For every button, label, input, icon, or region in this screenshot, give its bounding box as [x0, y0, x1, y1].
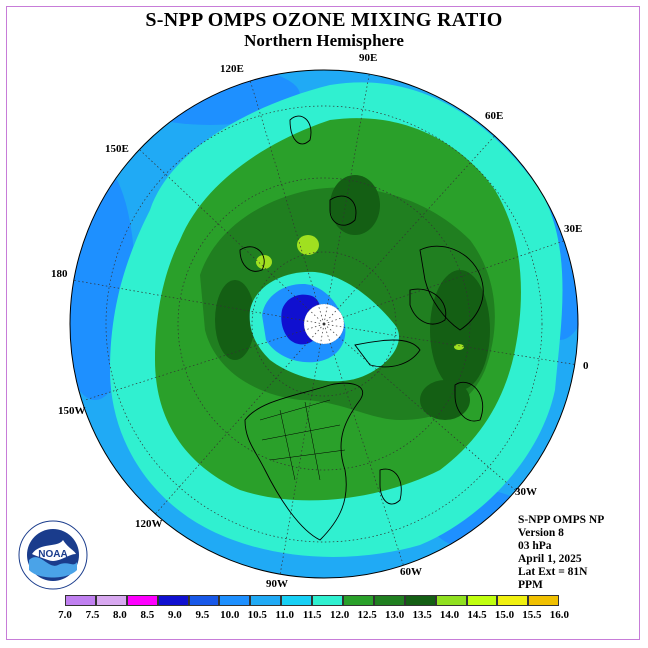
- lon-label-60w: 60W: [400, 566, 422, 578]
- info-level: 03 hPa: [518, 540, 552, 552]
- noaa-logo-text: NOAA: [38, 549, 67, 560]
- colorbar-swatch: [157, 595, 189, 606]
- colorbar-tick-label: 11.5: [302, 609, 322, 621]
- field-lime-spot-3: [454, 344, 464, 350]
- map-border: [69, 69, 579, 579]
- colorbar-tick-label: 14.5: [467, 609, 487, 621]
- colorbar-swatch: [219, 595, 251, 606]
- info-date: April 1, 2025: [518, 553, 582, 565]
- colorbar-tick-label: 16.0: [549, 609, 570, 621]
- colorbar: [65, 595, 560, 606]
- info-version: Version 8: [518, 527, 564, 539]
- lon-label-150w: 150W: [58, 405, 86, 417]
- colorbar-tick-label: 7.0: [58, 609, 72, 621]
- lon-label-90e: 90E: [359, 52, 378, 64]
- info-units: PPM: [518, 579, 543, 591]
- colorbar-swatch: [497, 595, 529, 606]
- colorbar-tick-label: 8.5: [140, 609, 155, 621]
- colorbar-tick-label: 11.0: [275, 609, 295, 621]
- lon-label-120w: 120W: [135, 518, 163, 530]
- colorbar-tick-label: 14.0: [439, 609, 460, 621]
- lon-label-120e: 120E: [220, 63, 244, 75]
- field-lime-spot-1: [297, 235, 319, 255]
- lon-label-90w: 90W: [266, 578, 288, 590]
- colorbar-tick-label: 12.0: [330, 609, 350, 621]
- lon-label-60e: 60E: [485, 110, 504, 122]
- lon-label-30w: 30W: [515, 486, 537, 498]
- colorbar-swatch: [95, 595, 127, 606]
- page-title: S-NPP OMPS OZONE MIXING RATIO: [145, 9, 503, 31]
- colorbar-swatch: [312, 595, 344, 606]
- colorbar-swatch: [466, 595, 498, 606]
- colorbar-swatch: [281, 595, 313, 606]
- colorbar-tick-label: 13.5: [412, 609, 432, 621]
- political-borders: [259, 399, 346, 481]
- colorbar-tick-label: 12.5: [357, 609, 377, 621]
- colorbar-swatch: [250, 595, 282, 606]
- field-green-dark-low: [420, 380, 470, 420]
- colorbar-swatch: [435, 595, 467, 606]
- colorbar-ticks: 7.0 7.5 8.0 8.5 9.0 9.5 10.0 10.5 11.0 11.5 12.0 12…: [0, 609, 648, 623]
- colorbar-swatch: [404, 595, 436, 606]
- info-lat-ext: Lat Ext = 81N: [518, 566, 588, 578]
- lon-label-150e: 150E: [105, 143, 129, 155]
- colorbar-swatch: [126, 595, 158, 606]
- lon-label-30e: 30E: [564, 223, 583, 235]
- colorbar-swatch: [373, 595, 405, 606]
- info-block: S-NPP OMPS NP Version 8 03 hPa April 1, …: [518, 514, 604, 592]
- colorbar-swatch: [65, 595, 96, 606]
- colorbar-swatch: [188, 595, 220, 606]
- colorbar-tick-label: 13.0: [384, 609, 405, 621]
- lon-label-0: 0: [583, 360, 589, 372]
- info-instrument: S-NPP OMPS NP: [518, 514, 605, 526]
- frame-border: [6, 6, 640, 640]
- colorbar-swatch: [528, 595, 560, 606]
- colorbar-tick-label: 10.5: [247, 609, 267, 621]
- colorbar-tick-label: 10.0: [220, 609, 240, 621]
- coastlines: [239, 115, 484, 541]
- colorbar-tick-label: 8.0: [113, 609, 127, 621]
- page-subtitle: Northern Hemisphere: [244, 31, 404, 50]
- colorbar-tick-label: 9.0: [167, 609, 182, 621]
- colorbar-swatch: [343, 595, 374, 606]
- colorbar-tick-label: 15.0: [494, 609, 515, 621]
- colorbar-tick-label: 15.5: [522, 609, 542, 621]
- lon-label-180: 180: [51, 268, 68, 280]
- noaa-logo: NOAA: [18, 520, 88, 590]
- latitude-circles: [105, 105, 543, 543]
- colorbar-tick-label: 9.5: [195, 609, 210, 621]
- field-green-dark-left: [215, 280, 255, 360]
- colorbar-tick-label: 7.5: [85, 609, 100, 621]
